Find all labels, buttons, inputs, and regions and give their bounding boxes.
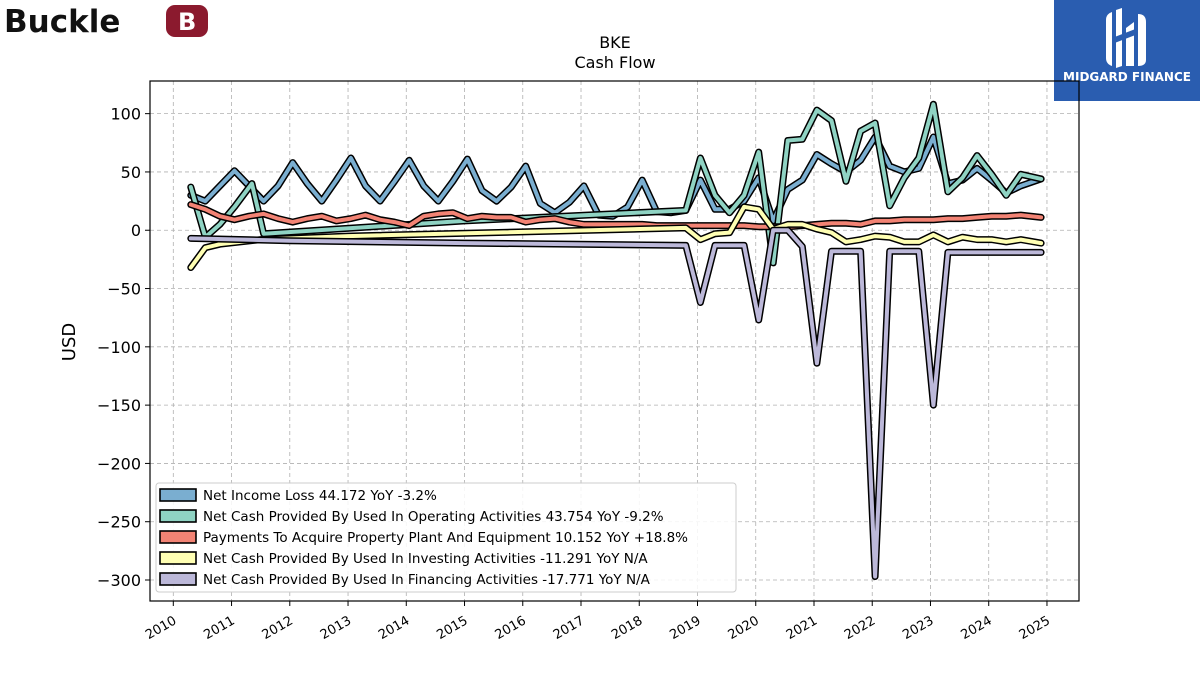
- series-0-outline: [187, 133, 1045, 225]
- buckle-logo-mark: [166, 5, 208, 37]
- y-tick-label: −150: [97, 396, 141, 415]
- plot-series: [187, 100, 1045, 580]
- y-tick-label: −250: [97, 513, 141, 532]
- y-axis-label: USD: [59, 323, 80, 361]
- x-tick-label: 2025: [1017, 613, 1053, 643]
- x-tick-label: 2023: [900, 613, 936, 643]
- legend-swatch: [159, 572, 197, 586]
- legend-swatch: [159, 509, 197, 523]
- x-tick-label: 2016: [493, 613, 529, 643]
- series-2-line: [188, 202, 1044, 229]
- legend-label: Net Cash Provided By Used In Financing A…: [203, 572, 651, 588]
- x-tick-label: 2013: [318, 613, 354, 643]
- chart-subtitle: Cash Flow: [574, 53, 655, 72]
- series-4-line: [188, 228, 1044, 579]
- series-3-line: [188, 204, 1044, 270]
- y-tick-label: 50: [121, 163, 141, 182]
- chart-title: BKE: [599, 33, 631, 52]
- y-tick-label: 100: [110, 105, 141, 124]
- series-0-line: [188, 135, 1044, 223]
- legend-label: Net Cash Provided By Used In Investing A…: [203, 551, 648, 567]
- midgard-finance-emblem-icon: [1106, 8, 1146, 68]
- plot-frame: [149, 80, 1080, 602]
- x-tick-label: 2017: [551, 613, 587, 643]
- y-tick-label: −300: [97, 571, 141, 590]
- x-tick-label: 2015: [434, 613, 470, 643]
- x-tick-label: 2020: [726, 613, 762, 643]
- legend-swatch: [159, 530, 197, 544]
- x-axis-ticks: 2010 2011 2012 2013 2014 2015 2016 2017 2018 2019…: [143, 601, 1053, 643]
- buckle-logo-text: Buckle: [4, 4, 120, 40]
- y-tick-label: −200: [97, 454, 141, 473]
- legend-label: Net Income Loss 44.172 YoY -3.2%: [203, 488, 437, 504]
- series-1-line: [188, 102, 1044, 265]
- midgard-finance-logo: MIDGARD FINANCE: [1054, 0, 1200, 101]
- legend-label: Net Cash Provided By Used In Operating A…: [203, 509, 664, 525]
- buckle-logo: Buckle B: [4, 2, 214, 40]
- x-tick-label: 2012: [260, 613, 296, 643]
- legend-label: Payments To Acquire Property Plant And E…: [203, 530, 688, 546]
- midgard-finance-logo-text: MIDGARD FINANCE: [1063, 70, 1191, 84]
- x-tick-label: 2022: [842, 613, 878, 643]
- x-tick-label: 2011: [201, 613, 237, 643]
- legend-swatch: [159, 551, 197, 565]
- x-tick-label: 2019: [667, 613, 703, 643]
- buckle-logo-mark-glyph: B: [178, 8, 196, 36]
- x-tick-label: 2014: [376, 613, 412, 643]
- y-tick-label: −50: [107, 280, 141, 299]
- x-tick-label: 2010: [143, 613, 179, 643]
- y-axis-ticks: 100 50 0 −50 −100 −150 −200 −250 −300: [97, 105, 150, 590]
- x-tick-label: 2021: [784, 613, 820, 643]
- y-tick-label: 0: [131, 221, 141, 240]
- legend: Net Income Loss 44.172 YoY -3.2% Net Cash…: [155, 482, 737, 593]
- x-tick-label: 2018: [609, 613, 645, 643]
- y-tick-label: −100: [97, 338, 141, 357]
- legend-box: [155, 482, 737, 593]
- x-tick-label: 2024: [959, 613, 995, 643]
- legend-swatch: [159, 488, 197, 502]
